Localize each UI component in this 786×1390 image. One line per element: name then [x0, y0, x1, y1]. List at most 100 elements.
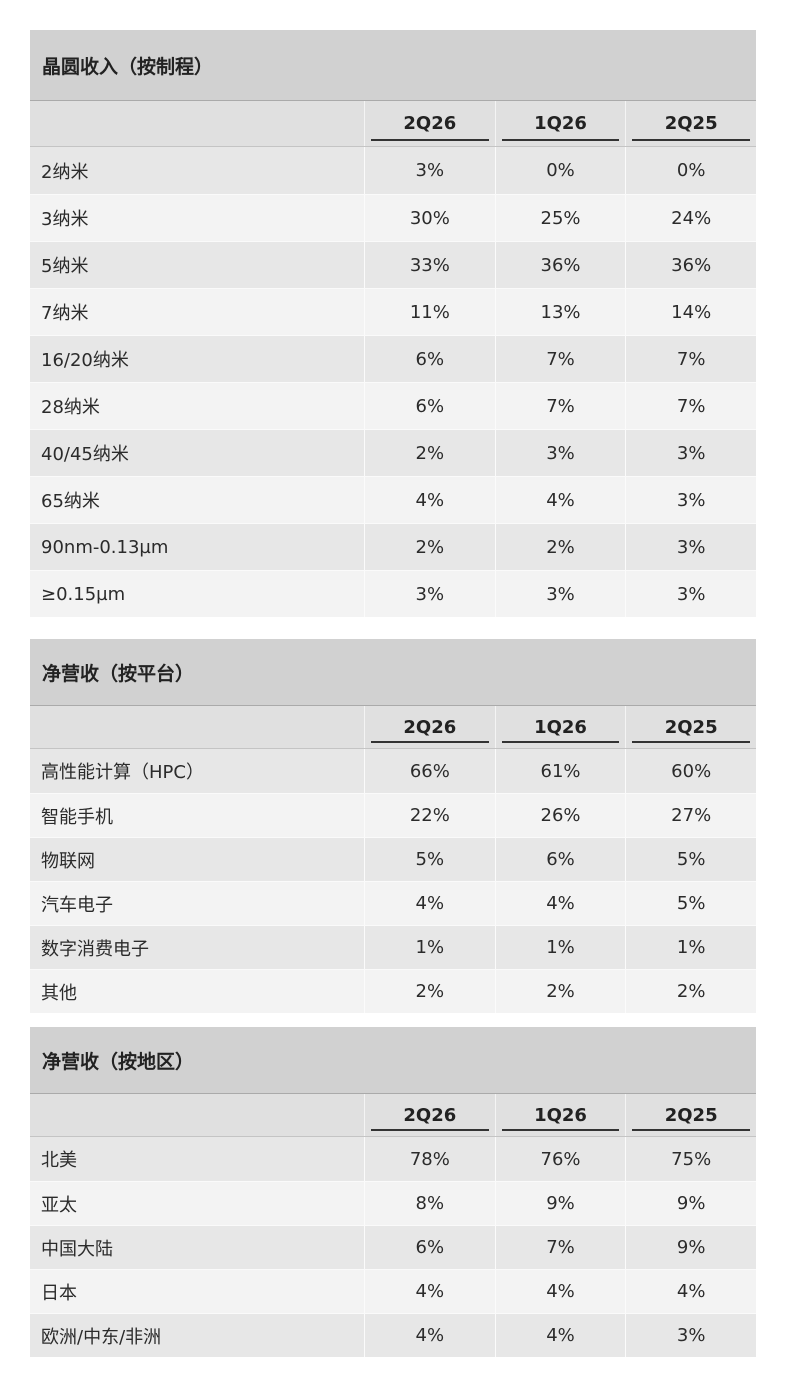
table-row: 7纳米 11% 13% 14% [30, 288, 756, 335]
table-title: 净营收（按平台） [30, 639, 756, 705]
cell-value: 25% [494, 195, 626, 241]
table-row: 欧洲/中东/非洲 4% 4% 3% [30, 1313, 756, 1357]
cell-value: 3% [494, 430, 626, 476]
cell-value: 6% [364, 336, 495, 382]
cell-value: 7% [494, 1226, 626, 1269]
cell-value: 8% [364, 1182, 495, 1225]
cell-value: 2% [364, 524, 495, 570]
row-label: ≥0.15µm [41, 583, 126, 605]
table-header: 2Q26 1Q26 2Q25 [30, 1093, 756, 1137]
cell-value: 22% [364, 794, 495, 837]
table-row: 5纳米 33% 36% 36% [30, 241, 756, 288]
row-label: 亚太 [41, 1194, 77, 1216]
table-body: 高性能计算（HPC） 66% 61% 60% 智能手机 22% 26% 27% 物联网 5% 6… [30, 749, 756, 1013]
cell-value: 4% [364, 1270, 495, 1313]
table-title: 晶圆收入（按制程） [30, 30, 756, 100]
table-body: 2纳米 3% 0% 0% 3纳米 30% 25% 24% 5纳米 33% 36% 36% 7纳米 1… [30, 147, 756, 617]
table-row: 中国大陆 6% 7% 9% [30, 1225, 756, 1269]
table-row: 亚太 8% 9% 9% [30, 1181, 756, 1225]
table-row: 2纳米 3% 0% 0% [30, 147, 756, 194]
table-row: 智能手机 22% 26% 27% [30, 793, 756, 837]
row-label: 2纳米 [41, 161, 89, 183]
cell-value: 5% [625, 882, 756, 925]
row-label: 汽车电子 [41, 894, 113, 916]
cell-value: 3% [625, 430, 756, 476]
table-row: 40/45纳米 2% 3% 3% [30, 429, 756, 476]
cell-value: 3% [625, 571, 756, 617]
cell-value: 26% [494, 794, 626, 837]
row-label: 28纳米 [41, 397, 100, 418]
cell-value: 4% [625, 1270, 756, 1313]
cell-value: 3% [625, 477, 756, 523]
row-label: 5纳米 [41, 256, 89, 277]
cell-value: 11% [364, 289, 495, 335]
cell-value: 2% [364, 970, 495, 1013]
cell-value: 5% [625, 838, 756, 881]
cell-value: 0% [625, 147, 756, 194]
table-row: 3纳米 30% 25% 24% [30, 194, 756, 241]
row-label: 16/20纳米 [41, 350, 129, 371]
cell-value: 33% [364, 242, 495, 288]
row-label: 数字消费电子 [41, 938, 149, 960]
table-row: 日本 4% 4% 4% [30, 1269, 756, 1313]
cell-value: 5% [364, 838, 495, 881]
cell-value: 27% [625, 794, 756, 837]
cell-value: 4% [494, 1270, 626, 1313]
column-header: 2Q26 [364, 706, 495, 748]
row-label: 物联网 [41, 850, 95, 872]
cell-value: 3% [364, 571, 495, 617]
cell-value: 7% [625, 336, 756, 382]
cell-value: 6% [494, 838, 626, 881]
cell-value: 4% [364, 882, 495, 925]
column-header: 1Q26 [494, 1094, 626, 1136]
row-label: 日本 [41, 1282, 77, 1304]
cell-value: 76% [494, 1137, 626, 1181]
table-net-revenue-by-platform: 净营收（按平台） 2Q26 1Q26 2Q25 高性能计算（HPC） 66% 61%… [30, 639, 756, 1013]
table-row: 16/20纳米 6% 7% 7% [30, 335, 756, 382]
cell-value: 4% [364, 477, 495, 523]
cell-value: 4% [364, 1314, 495, 1357]
cell-value: 6% [364, 1226, 495, 1269]
table-header: 2Q26 1Q26 2Q25 [30, 705, 756, 749]
cell-value: 0% [494, 147, 626, 194]
cell-value: 3% [364, 147, 495, 194]
row-label: 北美 [41, 1150, 77, 1171]
table-title: 净营收（按地区） [30, 1027, 756, 1093]
row-label: 智能手机 [41, 806, 113, 828]
row-label: 欧洲/中东/非洲 [41, 1326, 162, 1348]
table-wafer-revenue-by-process: 晶圆收入（按制程） 2Q26 1Q26 2Q25 2纳米 3% 0% 0% 3纳米 30… [30, 30, 756, 617]
cell-value: 61% [494, 749, 626, 793]
cell-value: 14% [625, 289, 756, 335]
column-header: 1Q26 [494, 706, 626, 748]
table-row: 高性能计算（HPC） 66% 61% 60% [30, 749, 756, 793]
row-label: 7纳米 [41, 303, 89, 324]
table-net-revenue-by-region: 净营收（按地区） 2Q26 1Q26 2Q25 北美 78% 76% 75% 亚太 8%… [30, 1027, 756, 1357]
table-row: 90nm-0.13µm 2% 2% 3% [30, 523, 756, 570]
cell-value: 7% [494, 383, 626, 429]
table-header: 2Q26 1Q26 2Q25 [30, 100, 756, 147]
cell-value: 78% [364, 1137, 495, 1181]
cell-value: 9% [494, 1182, 626, 1225]
row-label: 高性能计算（HPC） [41, 762, 204, 783]
table-row: 其他 2% 2% 2% [30, 969, 756, 1013]
cell-value: 6% [364, 383, 495, 429]
cell-value: 1% [625, 926, 756, 969]
cell-value: 1% [364, 926, 495, 969]
cell-value: 36% [494, 242, 626, 288]
table-row: 数字消费电子 1% 1% 1% [30, 925, 756, 969]
cell-value: 1% [494, 926, 626, 969]
row-label: 其他 [41, 982, 77, 1004]
column-header: 2Q26 [364, 1094, 495, 1136]
cell-value: 30% [364, 195, 495, 241]
header-blank-cell [30, 1094, 364, 1136]
header-blank-cell [30, 101, 364, 146]
row-label: 3纳米 [41, 209, 89, 230]
cell-value: 7% [625, 383, 756, 429]
cell-value: 36% [625, 242, 756, 288]
row-label: 65纳米 [41, 491, 100, 512]
cell-value: 2% [494, 970, 626, 1013]
row-label: 90nm-0.13µm [41, 536, 169, 558]
table-row: 汽车电子 4% 4% 5% [30, 881, 756, 925]
cell-value: 60% [625, 749, 756, 793]
cell-value: 66% [364, 749, 495, 793]
